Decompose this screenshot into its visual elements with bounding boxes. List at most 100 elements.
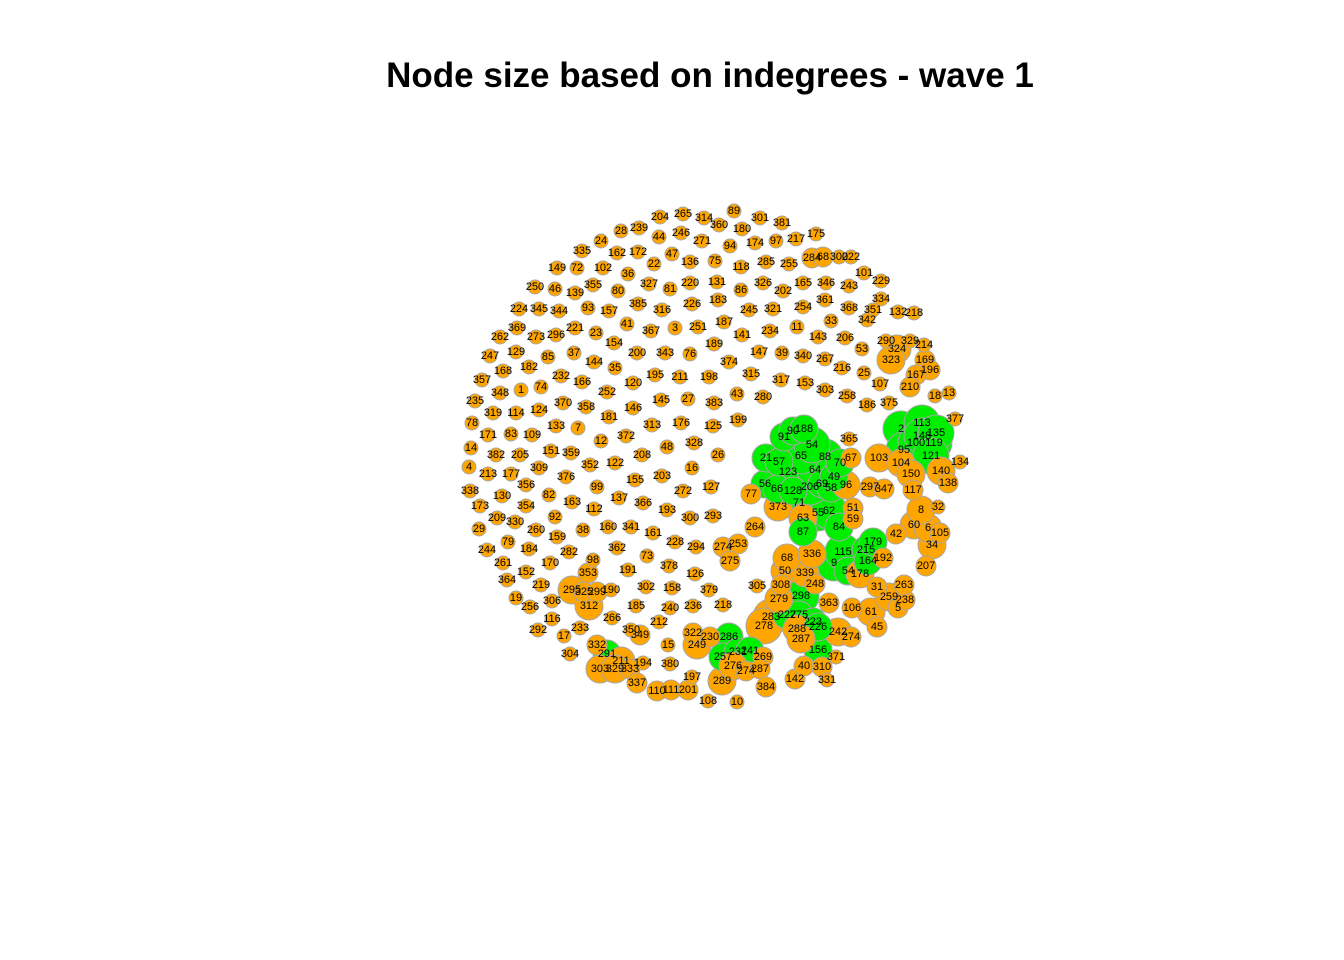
graph-node bbox=[574, 243, 590, 259]
graph-node bbox=[462, 483, 478, 499]
node-label: 125 bbox=[704, 420, 722, 432]
node-label: 84 bbox=[833, 521, 845, 533]
node-label: 171 bbox=[479, 429, 497, 441]
graph-node bbox=[639, 548, 655, 564]
node-label: 68 bbox=[817, 251, 829, 263]
node-label: 51 bbox=[847, 502, 859, 514]
node-label: 98 bbox=[587, 554, 599, 566]
node-label: 62 bbox=[823, 505, 835, 517]
node-label: 325 bbox=[575, 586, 593, 598]
node-label: 14 bbox=[465, 442, 477, 454]
graph-node bbox=[631, 220, 647, 236]
graph-node bbox=[471, 521, 487, 537]
node-label: 122 bbox=[606, 457, 624, 469]
graph-node bbox=[707, 253, 723, 269]
node-label: 117 bbox=[904, 484, 922, 496]
graph-node bbox=[952, 454, 968, 470]
node-label: 38 bbox=[577, 524, 589, 536]
node-label: 319 bbox=[484, 407, 502, 419]
node-label: 264 bbox=[746, 521, 764, 533]
graph-node bbox=[817, 292, 833, 308]
node-label: 31 bbox=[871, 581, 883, 593]
graph-node bbox=[841, 278, 857, 294]
graph-node bbox=[603, 582, 619, 598]
graph-node bbox=[856, 365, 872, 381]
graph-node bbox=[585, 277, 601, 293]
node-label: 226 bbox=[809, 621, 827, 633]
node-label: 330 bbox=[506, 516, 524, 528]
node-label: 303 bbox=[816, 384, 834, 396]
graph-node bbox=[625, 400, 641, 416]
node-label: 118 bbox=[732, 261, 750, 273]
graph-node bbox=[664, 246, 680, 262]
graph-node bbox=[659, 439, 675, 455]
node-label: 324 bbox=[888, 343, 906, 355]
node-label: 303 bbox=[591, 663, 609, 675]
node-label: 217 bbox=[787, 233, 805, 245]
node-label: 331 bbox=[818, 674, 836, 686]
node-label: 151 bbox=[542, 445, 560, 457]
node-label: 384 bbox=[757, 681, 775, 693]
graph-node bbox=[611, 490, 627, 506]
graph-node bbox=[701, 582, 717, 598]
node-label: 273 bbox=[527, 331, 545, 343]
graph-node bbox=[544, 611, 560, 627]
node-label: 127 bbox=[702, 481, 720, 493]
node-label: 274 bbox=[842, 631, 860, 643]
node-label: 221 bbox=[566, 322, 584, 334]
node-label: 49 bbox=[828, 471, 840, 483]
node-label: 160 bbox=[599, 521, 617, 533]
graph-node bbox=[609, 540, 625, 556]
node-label: 70 bbox=[834, 457, 846, 469]
node-label: 366 bbox=[634, 497, 652, 509]
graph-node bbox=[549, 529, 565, 545]
node-label: 249 bbox=[688, 639, 706, 651]
node-label: 219 bbox=[532, 579, 550, 591]
graph-node bbox=[817, 382, 833, 398]
graph-node bbox=[531, 460, 547, 476]
graph-node bbox=[572, 620, 588, 636]
node-label: 121 bbox=[922, 450, 940, 462]
node-label: 376 bbox=[557, 471, 575, 483]
graph-node bbox=[518, 564, 534, 580]
graph-node bbox=[682, 346, 698, 362]
graph-node bbox=[480, 427, 496, 443]
node-label: 65 bbox=[795, 450, 807, 462]
graph-node bbox=[635, 655, 651, 671]
node-label: 74 bbox=[535, 381, 547, 393]
graph-node bbox=[856, 265, 872, 281]
node-label: 130 bbox=[493, 490, 511, 502]
graph-node bbox=[630, 244, 646, 260]
graph-node bbox=[574, 374, 590, 390]
graph-node bbox=[774, 345, 790, 361]
node-label: 289 bbox=[713, 675, 731, 687]
graph-node bbox=[630, 296, 646, 312]
node-label: 123 bbox=[779, 466, 797, 478]
graph-node bbox=[710, 447, 726, 463]
node-label: 247 bbox=[481, 350, 499, 362]
graph-node bbox=[580, 300, 596, 316]
node-label: 192 bbox=[874, 552, 892, 564]
node-label: 329 bbox=[901, 335, 919, 347]
node-label: 287 bbox=[792, 633, 810, 645]
graph-node bbox=[840, 447, 862, 469]
graph-node bbox=[768, 233, 784, 249]
node-label: 137 bbox=[610, 492, 628, 504]
node-label: 188 bbox=[795, 423, 813, 435]
graph-node bbox=[467, 393, 483, 409]
node-label: 326 bbox=[754, 277, 772, 289]
node-label: 250 bbox=[526, 281, 544, 293]
node-label: 374 bbox=[720, 356, 738, 368]
graph-node bbox=[600, 519, 616, 535]
node-label: 22 bbox=[648, 258, 660, 270]
node-label: 329 bbox=[606, 663, 624, 675]
node-label: 302 bbox=[637, 581, 655, 593]
graph-node bbox=[733, 282, 749, 298]
graph-node bbox=[623, 622, 639, 638]
graph-node bbox=[734, 327, 750, 343]
graph-node bbox=[595, 260, 611, 276]
graph-node bbox=[643, 323, 659, 339]
graph-node bbox=[588, 325, 604, 341]
graph-node bbox=[719, 550, 741, 572]
